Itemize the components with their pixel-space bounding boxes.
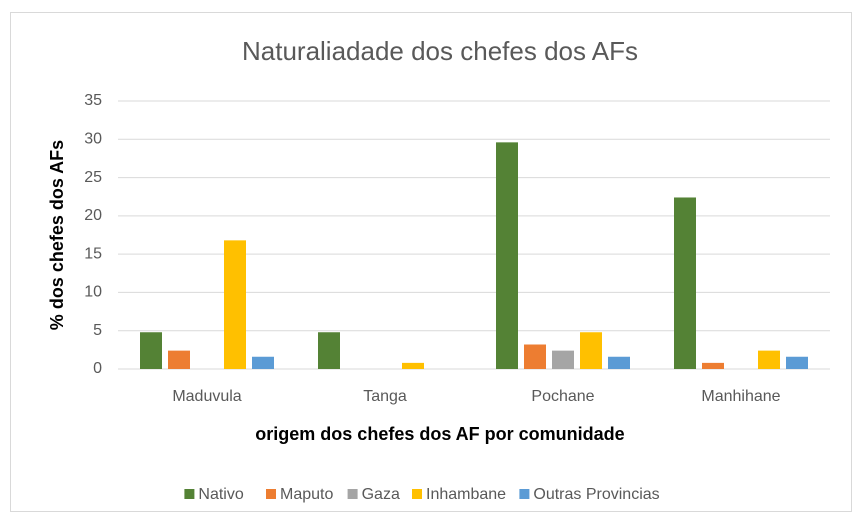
legend-label: Gaza [362,486,400,503]
y-tick-label: 30 [84,131,102,148]
bar [140,332,162,369]
bar [318,332,340,369]
bar [402,362,424,369]
bar [496,142,518,369]
chart-frame [10,12,852,512]
bar [552,350,574,369]
x-axis-label: origem dos chefes dos AF por comunidade [255,424,624,444]
y-tick-label: 20 [84,207,102,224]
x-tick-label: Maduvula [172,388,241,405]
bar [252,356,274,369]
bar [758,350,780,369]
legend-swatch [184,489,195,499]
legend-label: Inhambane [426,486,506,503]
y-tick-label: 5 [93,322,102,339]
legend-swatch [347,489,358,499]
legend-swatch [519,489,530,499]
y-tick-label: 35 [84,92,102,109]
legend-swatch [266,489,276,499]
y-tick-label: 25 [84,169,102,186]
x-tick-label: Manhihane [701,388,780,405]
bar [786,356,808,369]
bar [524,344,546,369]
y-tick-label: 15 [84,245,102,262]
chart-title: Naturaliadade dos chefes dos AFs [242,36,638,66]
x-tick-label: Tanga [363,388,407,405]
bar [674,197,696,369]
y-tick-label: 0 [93,360,102,377]
legend-swatch [412,489,422,499]
y-tick-label: 10 [84,284,102,301]
y-axis-label: % dos chefes dos AFs [47,140,67,330]
bar [168,350,190,369]
bar [580,332,602,369]
bar [702,362,724,369]
bar [224,240,246,369]
bar [608,356,630,369]
x-tick-label: Pochane [531,388,594,405]
legend-label: Nativo [198,486,243,503]
legend-label: Maputo [280,486,333,503]
legend-label: Outras Provincias [533,486,659,503]
